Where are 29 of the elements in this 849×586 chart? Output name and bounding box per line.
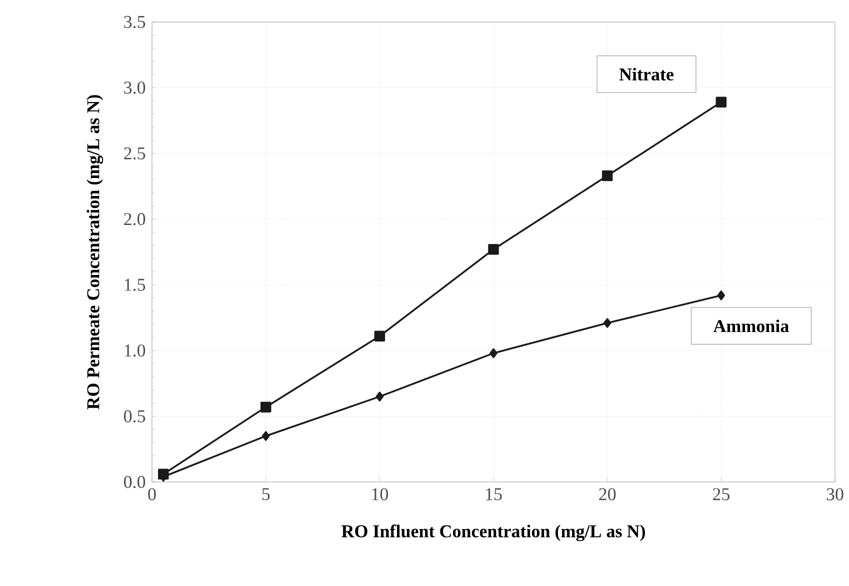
x-tick-label: 15 <box>486 488 502 500</box>
y-axis-title: RO Permeate Concentration (mg/L as N) <box>86 95 104 410</box>
y-tick-label: 1.5 <box>124 278 146 291</box>
point <box>716 96 727 108</box>
y-tick-label: 2.0 <box>124 213 146 226</box>
point <box>262 431 270 441</box>
point <box>717 290 726 300</box>
point <box>490 348 498 358</box>
point <box>374 330 386 342</box>
x-tick-label: 0 <box>148 488 156 500</box>
series-label: Ammonia <box>713 320 789 332</box>
y-tick-label: 0.5 <box>124 410 146 422</box>
y-tick-label: 3.0 <box>124 82 146 94</box>
point <box>603 318 612 328</box>
y-tick-label: 0.0 <box>124 476 146 488</box>
text: Nitrate <box>619 68 674 80</box>
y-tick-label: 2.5 <box>124 147 146 160</box>
y-tick-label: 3.5 <box>124 16 146 28</box>
x-tick-label: 10 <box>372 488 388 500</box>
x-tick-label: 20 <box>599 488 616 500</box>
x-tick-label: 30 <box>826 488 844 500</box>
x-axis-title: RO Influent Concentration (mg/L as N) <box>342 524 645 542</box>
point <box>260 402 272 412</box>
x-tick-label: 25 <box>712 488 730 500</box>
y-tick-label: 1.0 <box>124 344 146 357</box>
point <box>376 392 384 402</box>
point <box>602 170 613 182</box>
point <box>488 244 499 255</box>
x-tick-label: 5 <box>262 488 270 500</box>
